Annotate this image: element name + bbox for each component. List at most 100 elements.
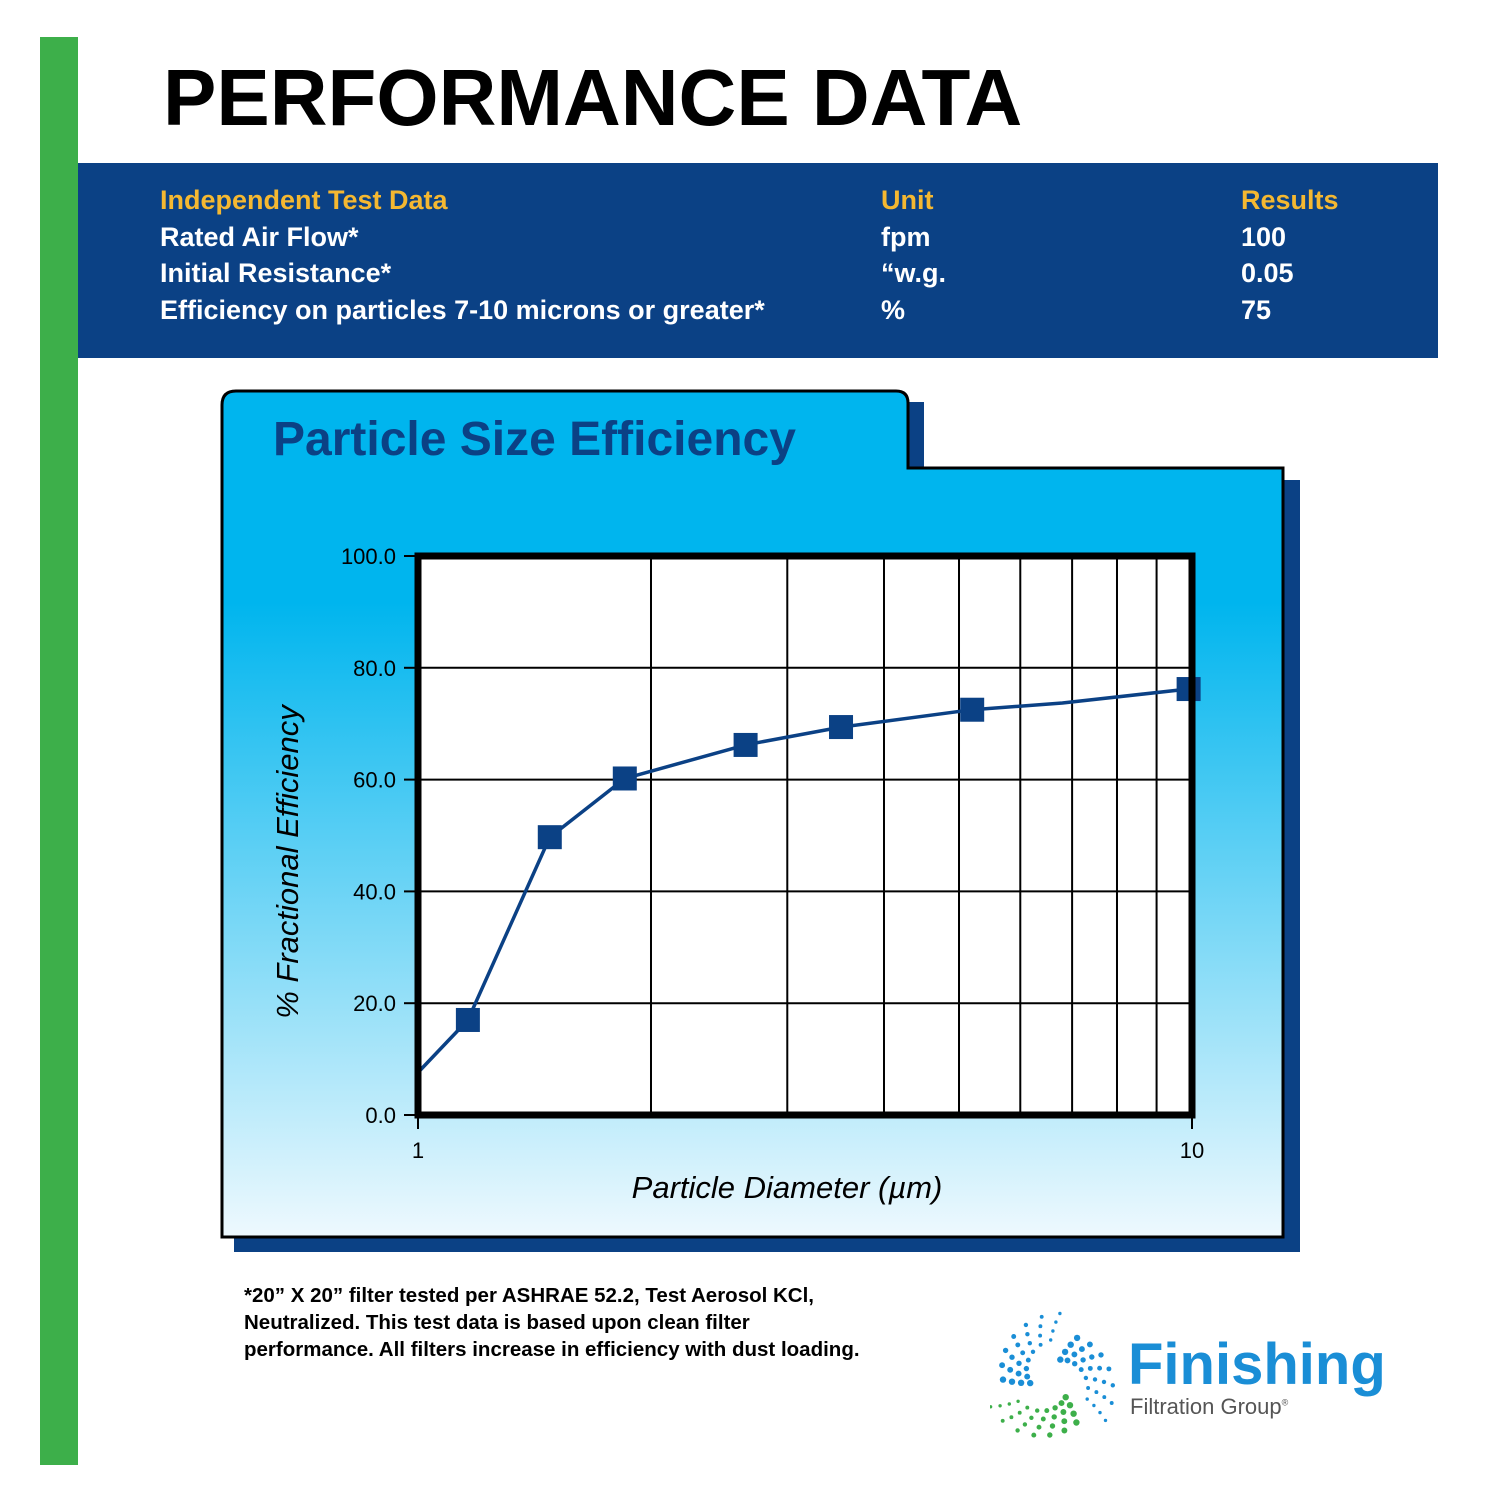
logo-dot (1015, 1342, 1021, 1348)
y-tick-label: 20.0 (353, 991, 396, 1016)
logo-dot (1092, 1403, 1096, 1408)
logo-dot (1038, 1342, 1043, 1347)
logo-dot (1087, 1365, 1093, 1371)
logo-dot (1110, 1383, 1115, 1388)
logo-dot (1103, 1418, 1108, 1423)
data-point (612, 766, 637, 791)
logo-dot (1009, 1415, 1014, 1420)
y-tick-label: 40.0 (353, 879, 396, 904)
logo-dot (1085, 1397, 1089, 1401)
logo-dot (1025, 1405, 1030, 1410)
logo-dot (1109, 1401, 1114, 1405)
row-result: 75 (1241, 294, 1272, 325)
logo-dot (1040, 1416, 1046, 1422)
logo-dot (1057, 1356, 1064, 1363)
logo-dot (1008, 1378, 1016, 1385)
logo-dot (1016, 1399, 1020, 1403)
logo-dot (1016, 1360, 1022, 1366)
logo-dot (1058, 1311, 1062, 1316)
finishing-logo-swirl-icon (990, 1311, 1115, 1438)
logo-dot (1061, 1418, 1068, 1425)
row-label: Rated Air Flow* (160, 221, 359, 252)
logo-dot (1066, 1402, 1074, 1409)
row-unit: fpm (881, 221, 931, 252)
logo-dot (998, 1404, 1002, 1408)
logo-name: Finishing (1128, 1332, 1386, 1397)
y-tick-label: 80.0 (353, 656, 396, 681)
x-tick-labels: 1 10 (412, 1115, 1204, 1163)
logo-dot (1002, 1347, 1009, 1354)
logo-dot (1071, 1351, 1078, 1358)
footnote: *20” X 20” filter tested per ASHRAE 52.2… (244, 1284, 860, 1361)
data-point (537, 825, 562, 850)
logo-dot (1086, 1341, 1093, 1348)
logo-dot (1067, 1341, 1074, 1348)
logo-dot (1031, 1432, 1037, 1438)
logo-dot (1098, 1352, 1104, 1358)
logo-dot (1023, 1322, 1029, 1328)
logo-dot (1072, 1361, 1078, 1367)
test-data-panel (78, 163, 1438, 358)
logo-dot (1049, 1338, 1053, 1342)
logo-dot (1062, 1394, 1069, 1401)
x-axis-label: Particle Diameter (µm) (632, 1170, 943, 1205)
x-tick-label: 10 (1180, 1138, 1204, 1163)
logo-dot (1102, 1395, 1107, 1400)
table-row: Initial Resistance* “w.g. 0.05 (160, 258, 1400, 295)
logo-dot (1073, 1419, 1080, 1426)
registered-mark: ® (1281, 1397, 1289, 1408)
logo-dot (1038, 1333, 1043, 1338)
logo-subtitle-text: Filtration Group (1130, 1394, 1282, 1419)
green-accent-bar (40, 37, 78, 1465)
logo-dot (1052, 1405, 1058, 1411)
logo-dot (1025, 1332, 1030, 1337)
logo-dot (1097, 1365, 1103, 1371)
table-header-row: Independent Test Data Unit Results (160, 185, 1400, 222)
logo-dot (1060, 1409, 1067, 1415)
header-test-data: Independent Test Data (160, 185, 448, 215)
logo-dot (1017, 1379, 1025, 1386)
logo-dot (1098, 1410, 1102, 1415)
logo-dot (1078, 1367, 1084, 1373)
logo-subtitle: Filtration Group® (1130, 1396, 1288, 1418)
logo-dot (1106, 1366, 1112, 1372)
logo-dot (1061, 1348, 1069, 1356)
logo-dot (1011, 1334, 1017, 1339)
row-result: 0.05 (1241, 258, 1294, 288)
logo-dot (1027, 1379, 1034, 1387)
plot-area (418, 556, 1192, 1115)
logo-dot (1022, 1422, 1028, 1427)
row-unit: “w.g. (881, 258, 946, 288)
data-point (733, 732, 758, 757)
logo-dot (1000, 1418, 1005, 1423)
logo-dot (1078, 1346, 1085, 1353)
logo-dot (1030, 1349, 1036, 1354)
logo-dot (1051, 1329, 1055, 1333)
logo-dot (1025, 1357, 1031, 1363)
page-title: PERFORMANCE DATA (163, 53, 1023, 142)
logo-dot (1044, 1408, 1050, 1414)
test-data-table: Independent Test Data Unit Results Rated… (160, 185, 1400, 331)
row-result: 100 (1241, 221, 1287, 252)
logo-dot (1009, 1354, 1015, 1360)
plot-grid (418, 556, 1192, 1115)
series-markers (455, 677, 1201, 1032)
logo-dot (1007, 1402, 1011, 1406)
logo-dot (1064, 1357, 1071, 1364)
data-point (960, 697, 985, 722)
logo-dot (1049, 1423, 1056, 1429)
data-point (455, 1007, 480, 1032)
logo-dot (990, 1405, 993, 1409)
table-row: Efficiency on particles 7-10 microns or … (160, 295, 1400, 332)
logo-dot (1070, 1410, 1077, 1417)
logo-dot (1029, 1415, 1034, 1420)
logo-dot (1073, 1334, 1081, 1342)
logo-dot (1061, 1427, 1068, 1434)
header-results: Results (1241, 185, 1339, 215)
logo-dot (1047, 1432, 1053, 1438)
logo-dot (1039, 1314, 1044, 1319)
logo-dot (1017, 1410, 1022, 1415)
logo-dot (1089, 1354, 1095, 1360)
logo-dot (1015, 1370, 1022, 1377)
